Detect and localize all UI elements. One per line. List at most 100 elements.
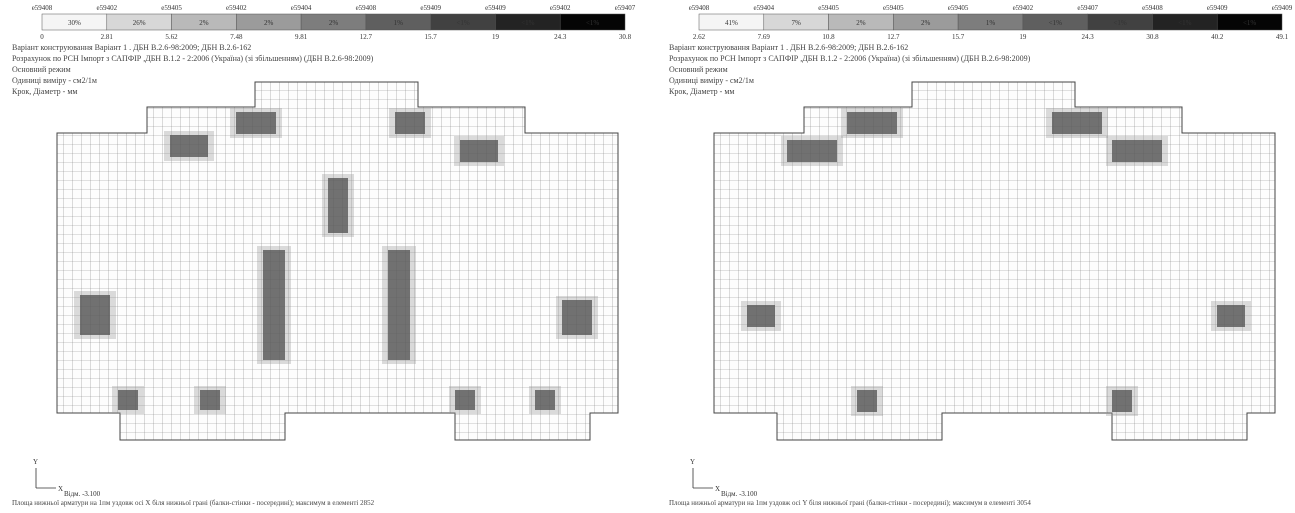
floor-plan [714,82,1275,440]
reinforcement-halo [389,108,431,138]
axis-y-label: Y [33,458,38,466]
legend-element: e59402 [1013,4,1034,12]
legend-percent: 1% [986,19,996,27]
legend-percent: 2% [921,19,931,27]
legend-value: 24.3 [1082,33,1095,41]
header-line: Основний режим [669,65,728,74]
legend-element: e59408 [356,4,377,12]
legend-percent: <1% [1178,19,1191,27]
legend-element: e59409 [485,4,506,12]
reinforcement-halo [322,174,354,237]
legend-value: 49.1 [1276,33,1289,41]
legend-percent: 2% [199,19,209,27]
legend-value: 30.8 [1146,33,1159,41]
legend-element: e59402 [226,4,247,12]
reinforcement-halo [164,131,214,161]
level-label: Відм. -3.100 [721,490,758,498]
legend-value: 2.81 [101,33,114,41]
legend-element: e59407 [1077,4,1098,12]
legend-value: 15.7 [425,33,438,41]
header-line: Варіант конструювання Варіант 1 . ДБН В.… [12,43,251,52]
legend-percent: <1% [1049,19,1062,27]
legend-value: 12.7 [887,33,900,41]
legend-value: 19 [492,33,500,41]
legend-percent: 2% [264,19,274,27]
legend-element: e59407 [615,4,636,12]
header-line: Варіант конструювання Варіант 1 . ДБН В.… [669,43,908,52]
legend-element: e59408 [1142,4,1163,12]
reinforcement-halo [529,386,561,414]
legend-value: 40.2 [1211,33,1224,41]
reinforcement-halo [74,291,116,339]
header-line: Крок, Діаметр - мм [669,87,734,96]
axes-icon [36,468,56,488]
legend-element: e59405 [948,4,969,12]
legend-value: 24.3 [554,33,567,41]
header-line: Розрахунок по РСН Імпорт з САПФІР ,ДБН В… [12,54,374,63]
reinforcement-halo [841,108,903,138]
reinforcement-halo [1046,108,1108,138]
legend-percent: <1% [1243,19,1256,27]
screenshot: 30%26%2%2%2%1%<1%<1%<1%02.815.627.489.81… [0,0,1295,508]
legend-element: e59405 [818,4,839,12]
legend-percent: <1% [521,19,534,27]
legend-element: e59409 [1272,4,1293,12]
legend-percent: 41% [725,19,738,27]
legend-value: 12.7 [360,33,373,41]
reinforcement-halo [257,246,291,364]
legend-element: e59408 [32,4,53,12]
legend-value: 15.7 [952,33,965,41]
reinforcement-halo [230,108,282,138]
legend-value: 5.62 [165,33,178,41]
axis-x-label: X [58,485,63,493]
header-line: Одиниці виміру - см2/1м [669,76,754,85]
header-line: Розрахунок по РСН Імпорт з САПФІР ,ДБН В… [669,54,1031,63]
legend-element: e59408 [689,4,710,12]
legend-percent: 2% [329,19,339,27]
legend-percent: 1% [394,19,404,27]
legend-element: e59402 [550,4,571,12]
reinforcement-halo [781,136,843,166]
legend-percent: 2% [856,19,866,27]
legend-element: e59404 [753,4,774,12]
legend-element: e59405 [883,4,904,12]
legend-value: 7.48 [230,33,243,41]
legend-element: e59404 [291,4,312,12]
reinforcement-halo [382,246,416,364]
legend-value: 9.81 [295,33,308,41]
legend-value: 10.8 [822,33,835,41]
reinforcement-halo [449,386,481,414]
axis-y-label: Y [690,458,695,466]
reinforcement-halo [1211,301,1251,331]
panel: 41% 7% 2% 2% 1% <1% <1% <1% <1% 2.62 7.69 10.8 12.7 1… [669,4,1293,507]
reinforcement-halo [851,386,883,416]
legend-element: e59405 [161,4,182,12]
header-line: Основний режим [12,65,71,74]
legend-percent: 26% [133,19,146,27]
legend-percent: 7% [791,19,801,27]
header-line: Крок, Діаметр - мм [12,87,77,96]
legend-element: e59409 [420,4,441,12]
legend-element: e59402 [96,4,117,12]
legend-value: 2.62 [693,33,706,41]
reinforcement-halo [112,386,144,414]
caption: Площа нижньої арматури на 1пм уздовж осі… [12,499,375,507]
legend-percent: <1% [456,19,469,27]
axes-icon [693,468,713,488]
caption: Площа нижньої арматури на 1пм уздовж осі… [669,499,1031,507]
level-label: Відм. -3.100 [64,490,101,498]
reinforcement-halo [556,296,598,339]
legend-percent: <1% [586,19,599,27]
axis-x-label: X [715,485,720,493]
legend-element: e59409 [1207,4,1228,12]
reinforcement-halo [454,136,504,166]
reinforcement-halo [741,301,781,331]
reinforcement-halo [1106,136,1168,166]
legend-percent: <1% [1113,19,1126,27]
legend-percent: 30% [68,19,81,27]
reinforcement-halo [194,386,226,414]
reinforcement-halo [1106,386,1138,416]
legend-value: 7.69 [758,33,771,41]
legend-value: 30.8 [619,33,632,41]
